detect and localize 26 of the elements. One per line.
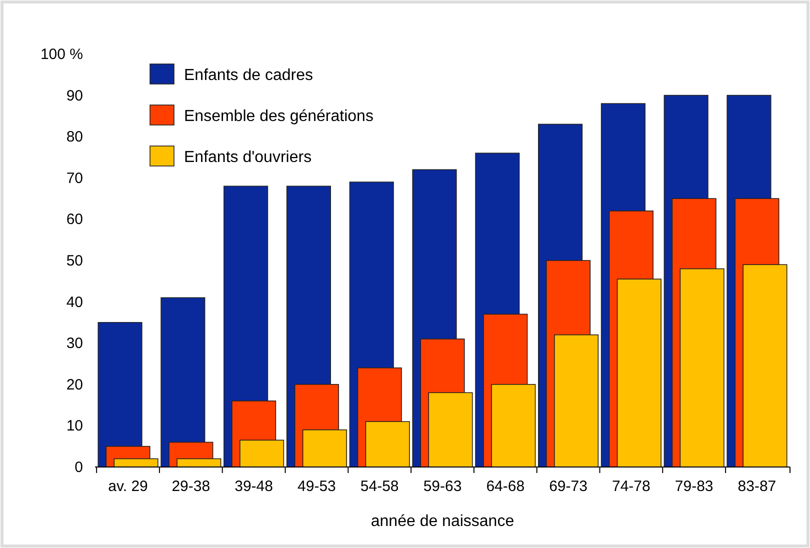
y-tick-label: 50 — [66, 252, 83, 270]
y-tick-label: 20 — [66, 376, 83, 394]
y-tick-label: 80 — [66, 128, 83, 146]
y-tick-label: 40 — [66, 294, 83, 311]
x-tick-label: 49-53 — [298, 478, 336, 495]
x-tick-label: 59-63 — [423, 478, 462, 495]
y-tick-label: 70 — [66, 170, 83, 187]
legend-label: Ensemble des générations — [184, 108, 374, 125]
x-tick-label: 54-58 — [360, 478, 399, 495]
x-tick-label: 79-83 — [674, 478, 714, 495]
x-tick-label: 39-48 — [234, 478, 273, 495]
legend-label: Enfants de cadres — [184, 67, 313, 84]
x-tick-label: av. 29 — [108, 478, 148, 495]
legend-label: Enfants d'ouvriers — [184, 149, 312, 166]
y-tick-label: 30 — [66, 335, 83, 352]
y-tick-label: 90 — [66, 87, 83, 104]
x-tick-label: 74-78 — [612, 478, 650, 495]
y-tick-label: 10 — [66, 418, 83, 435]
x-axis-title: année de naissance — [370, 513, 514, 530]
y-tick-label: 0 — [74, 459, 83, 476]
y-tick-label: 100 % — [40, 46, 83, 63]
x-tick-label: 69-73 — [549, 478, 588, 495]
y-tick-label: 60 — [66, 211, 83, 228]
x-tick-label: 83-87 — [738, 478, 776, 495]
x-tick-label: 29-38 — [172, 478, 210, 495]
x-tick-label: 64-68 — [486, 478, 525, 495]
